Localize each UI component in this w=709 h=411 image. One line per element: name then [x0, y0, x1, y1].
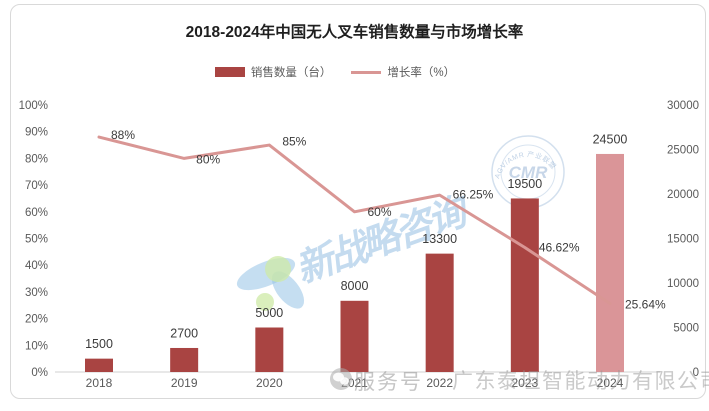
bar-2018	[85, 358, 113, 372]
bar-2019	[170, 347, 199, 372]
seal-center-text: CMR	[509, 163, 548, 182]
left-axis-tick: 30%	[25, 287, 48, 299]
legend-growth-label: 增长率（%）	[387, 67, 456, 79]
x-axis-label: 2023	[511, 376, 538, 390]
legend-item-growth: 增长率（%）	[351, 64, 455, 80]
bar-value-label: 13300	[422, 232, 457, 246]
bar-value-label: 24500	[593, 132, 628, 146]
bar-2021	[340, 300, 369, 372]
bar-2023	[510, 198, 539, 372]
bar-value-label: 1500	[85, 337, 113, 351]
left-axis-tick: 100%	[19, 100, 48, 112]
brand-logo-icon	[236, 256, 305, 311]
legend-item-sales: 销售数量（台）	[214, 64, 332, 80]
growth-value-label: 66.25%	[453, 187, 494, 201]
right-axis-tick: 25000	[667, 145, 699, 157]
x-axis-label: 2021	[341, 376, 368, 390]
left-axis-tick: 50%	[25, 234, 48, 246]
right-axis-tick: 0	[693, 367, 699, 379]
right-axis-tick: 10000	[667, 278, 699, 290]
bar-value-label: 2700	[170, 326, 198, 340]
growth-value-label: 88%	[111, 128, 135, 142]
growth-value-label: 46.62%	[539, 241, 580, 255]
left-axis-tick: 20%	[25, 314, 48, 326]
left-axis-tick: 10%	[25, 340, 48, 352]
left-axis-tick: 0%	[31, 367, 48, 379]
bar-2022	[425, 253, 454, 372]
legend-line-swatch-icon	[351, 70, 382, 74]
growth-rate-line	[97, 135, 612, 306]
growth-value-label: 60%	[368, 205, 392, 219]
bar-2020	[255, 327, 284, 372]
bar-value-label: 8000	[341, 279, 369, 293]
legend: 销售数量（台） 增长率（%）	[0, 64, 670, 80]
right-axis-tick: 20000	[667, 189, 699, 201]
legend-sales-label: 销售数量（台）	[250, 67, 332, 79]
left-axis-tick: 40%	[25, 260, 48, 272]
association-seal-icon: AGV/AMR 产业联盟 CMR	[491, 135, 565, 209]
growth-value-label: 80%	[196, 153, 220, 167]
x-axis-label: 2018	[86, 376, 113, 390]
legend-bar-swatch-icon	[214, 67, 245, 77]
left-axis-tick: 90%	[25, 127, 48, 139]
x-axis-label: 2024	[597, 376, 624, 390]
right-axis-tick: 30000	[667, 100, 699, 112]
growth-value-label: 85%	[282, 134, 306, 148]
bar-value-label: 5000	[255, 306, 283, 320]
left-axis-tick: 70%	[25, 180, 48, 192]
x-axis-label: 2020	[256, 376, 283, 390]
bar-2024	[596, 153, 624, 372]
right-axis-tick: 5000	[673, 323, 699, 335]
bar-value-label: 19500	[507, 177, 542, 191]
left-axis-tick: 60%	[25, 207, 48, 219]
left-axis-tick: 80%	[25, 153, 48, 165]
growth-value-label: 25.64%	[625, 298, 666, 312]
x-axis-label: 2022	[426, 376, 453, 390]
right-axis-tick: 15000	[667, 234, 699, 246]
chart-title: 2018-2024年中国无人叉车销售数量与市场增长率	[185, 24, 524, 41]
x-axis-label: 2019	[171, 376, 198, 390]
